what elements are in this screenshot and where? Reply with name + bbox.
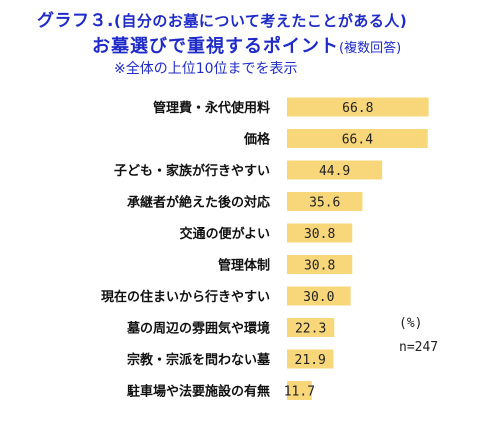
category-label: 管理体制 xyxy=(218,258,270,274)
bar xyxy=(287,97,429,117)
category-label: 交通の便がよい xyxy=(180,226,270,242)
data-label: 30.0 xyxy=(303,290,334,305)
category-label: 墓の周辺の雰囲気や環境 xyxy=(126,321,270,337)
category-label: 現在の住まいから行きやすい xyxy=(101,289,270,305)
bar xyxy=(287,381,312,400)
bar xyxy=(287,192,363,211)
bar xyxy=(287,286,351,306)
category-label: 駐車場や法要施設の有無 xyxy=(127,384,270,400)
bar xyxy=(287,318,335,337)
chart-main-title: お墓選びで重視するポイント xyxy=(92,36,339,57)
unit-label: (%) xyxy=(399,316,423,331)
chart-title-qualifier: (自分のお墓について考えたことがある人) xyxy=(113,12,408,30)
data-label: 21.9 xyxy=(295,353,326,368)
bar xyxy=(287,255,353,274)
bar xyxy=(287,349,334,369)
data-label: 66.8 xyxy=(342,101,373,116)
chart-title-prefix: グラフ３. xyxy=(37,11,114,31)
data-label: 22.3 xyxy=(295,322,326,337)
chart-title-block: グラフ３.(自分のお墓について考えたことがある人) お墓選びで重視するポイント(… xyxy=(0,0,504,90)
data-label: 35.6 xyxy=(309,196,340,211)
category-label: 価格 xyxy=(243,132,271,148)
sample-size-label: n=247 xyxy=(399,340,439,355)
chart-title-multiple-answer: (複数回答) xyxy=(339,41,402,56)
data-label: 44.9 xyxy=(319,164,350,179)
data-label: 11.7 xyxy=(284,385,315,400)
chart-subtitle-note: ※全体の上位10位までを表示 xyxy=(114,61,298,77)
bar xyxy=(287,223,353,243)
data-label: 30.8 xyxy=(304,227,335,242)
data-label: 66.4 xyxy=(342,133,373,148)
category-label: 承継者が絶えた後の対応 xyxy=(127,195,270,211)
category-label: 管理費・永代使用料 xyxy=(153,100,270,116)
chart-title-line1: グラフ３.(自分のお墓について考えたことがある人) xyxy=(37,6,407,31)
bar xyxy=(287,160,383,180)
bar xyxy=(287,129,428,148)
category-label: 子ども・家族が行きやすい xyxy=(114,163,270,179)
chart-title-line2: お墓選びで重視するポイント(複数回答) xyxy=(92,32,401,58)
category-label: 宗教・宗派を問わない墓 xyxy=(127,352,271,368)
data-label: 30.8 xyxy=(304,259,335,274)
